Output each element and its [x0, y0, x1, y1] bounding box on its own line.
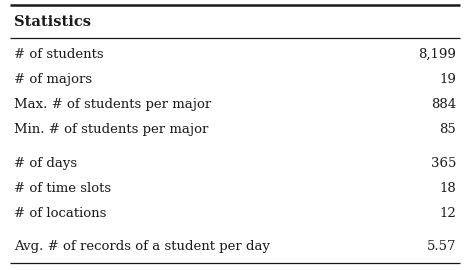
Text: # of students: # of students	[14, 48, 103, 61]
Text: 8,199: 8,199	[418, 48, 456, 61]
Text: 365: 365	[431, 157, 456, 170]
Text: # of majors: # of majors	[14, 73, 92, 86]
Text: 85: 85	[439, 123, 456, 136]
Text: 5.57: 5.57	[426, 240, 456, 253]
Text: 12: 12	[439, 207, 456, 220]
Text: Min. # of students per major: Min. # of students per major	[14, 123, 208, 136]
Text: # of days: # of days	[14, 157, 77, 170]
Text: Avg. # of records of a student per day: Avg. # of records of a student per day	[14, 240, 270, 253]
Text: 884: 884	[431, 98, 456, 111]
Text: 19: 19	[439, 73, 456, 86]
Text: Statistics: Statistics	[14, 15, 91, 29]
Text: Max. # of students per major: Max. # of students per major	[14, 98, 211, 111]
Text: # of locations: # of locations	[14, 207, 106, 220]
Text: 18: 18	[439, 182, 456, 195]
Text: # of time slots: # of time slots	[14, 182, 111, 195]
